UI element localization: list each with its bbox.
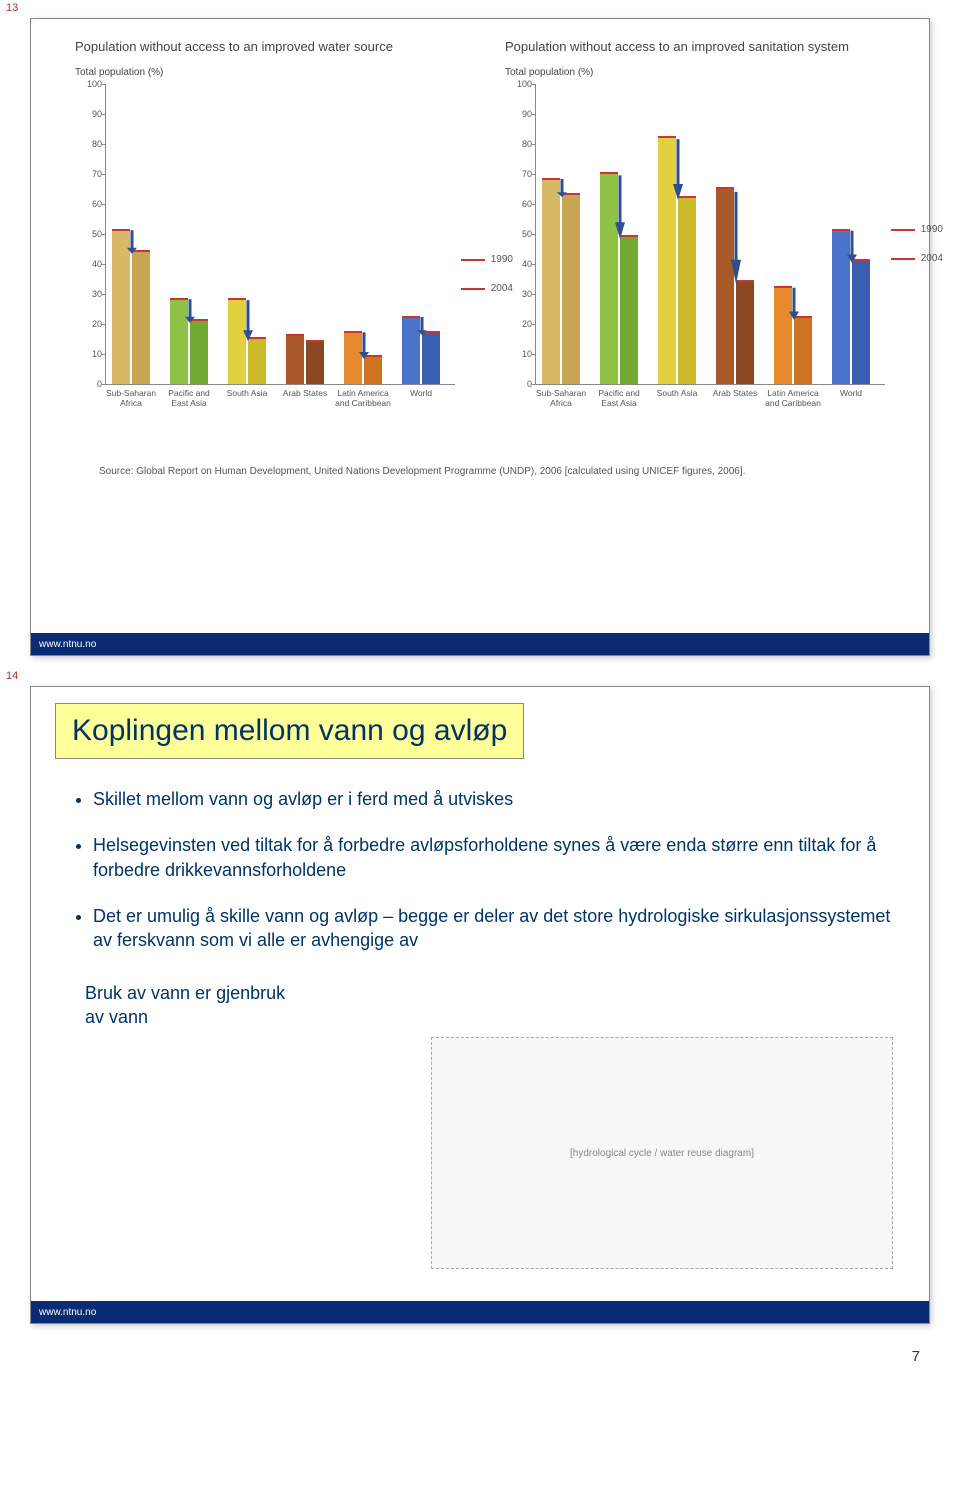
y-tick: 20	[508, 319, 532, 329]
slide-title: Koplingen mellom vann og avløp	[72, 714, 507, 748]
y-tick: 100	[508, 79, 532, 89]
y-tick: 50	[508, 229, 532, 239]
y-tick: 60	[508, 199, 532, 209]
y-tick: 30	[508, 289, 532, 299]
y-tick: 90	[508, 109, 532, 119]
water-cycle-diagram: [hydrological cycle / water reuse diagra…	[431, 1037, 893, 1269]
bullet-list: Skillet mellom vann og avløp er i ferd m…	[69, 787, 895, 952]
change-arrow-icon	[613, 172, 627, 239]
chart-water-source: Population without access to an improved…	[75, 39, 455, 447]
title-box: Koplingen mellom vann og avløp	[55, 703, 524, 759]
y-tick: 10	[78, 349, 102, 359]
bar-2004	[190, 319, 208, 384]
change-arrow-icon	[241, 298, 255, 341]
x-axis-labels: Sub-Saharan AfricaPacific and East AsiaS…	[535, 389, 885, 447]
source-note: Source: Global Report on Human Developme…	[99, 465, 905, 479]
y-tick: 100	[78, 79, 102, 89]
legend-item: 2004	[891, 253, 943, 264]
change-arrow-icon	[671, 136, 685, 200]
bullet-item: Helsegevinsten ved tiltak for å forbedre…	[93, 833, 895, 882]
slide-13: 13 Population without access to an impro…	[0, 18, 960, 656]
bullet-item: Det er umulig å skille vann og avløp – b…	[93, 904, 895, 953]
legend-item: 1990	[461, 254, 513, 265]
y-tick: 90	[78, 109, 102, 119]
slide-14: 14 Koplingen mellom vann og avløp Skille…	[0, 686, 960, 1324]
legend: 1990 2004	[891, 224, 943, 282]
legend-item: 1990	[891, 224, 943, 235]
bar-2004	[678, 196, 696, 384]
x-tick-label: Sub-Saharan Africa	[103, 389, 159, 409]
y-tick: 80	[78, 139, 102, 149]
bar-2004	[132, 250, 150, 384]
x-tick-label: Arab States	[277, 389, 333, 399]
slide-number: 13	[6, 2, 18, 14]
y-axis-title: Total population (%)	[505, 67, 885, 78]
bar-2004	[852, 259, 870, 384]
document-page-number: 7	[0, 1348, 920, 1365]
y-tick: 70	[78, 169, 102, 179]
bar-2004	[794, 316, 812, 384]
change-arrow-icon	[555, 178, 569, 197]
x-tick-label: Latin America and Caribbean	[335, 389, 391, 409]
x-tick-label: World	[393, 389, 449, 399]
change-arrow-icon	[125, 229, 139, 254]
y-tick: 40	[78, 259, 102, 269]
chart-box: 010203040506070809010019902004	[105, 84, 455, 385]
x-tick-label: Arab States	[707, 389, 763, 399]
change-arrow-icon	[183, 298, 197, 323]
bar-2004	[422, 331, 440, 384]
y-tick: 10	[508, 349, 532, 359]
bar-2004	[364, 355, 382, 384]
y-tick: 30	[78, 289, 102, 299]
slide-number: 14	[6, 670, 18, 682]
y-tick: 20	[78, 319, 102, 329]
y-tick: 0	[508, 379, 532, 389]
chart-box: 010203040506070809010019902004	[535, 84, 885, 385]
change-arrow-icon	[357, 331, 371, 359]
change-arrow-icon	[845, 229, 859, 263]
y-tick: 50	[78, 229, 102, 239]
bar-1990	[286, 334, 304, 384]
chart-title: Population without access to an improved…	[505, 39, 885, 55]
x-tick-label: South Asia	[649, 389, 705, 399]
bar-2004	[306, 340, 324, 384]
legend: 1990 2004	[461, 254, 513, 312]
chart-title: Population without access to an improved…	[75, 39, 455, 55]
charts-row: Population without access to an improved…	[55, 39, 905, 447]
y-tick: 70	[508, 169, 532, 179]
change-arrow-icon	[787, 286, 801, 320]
footer-bar: www.ntnu.no	[31, 633, 929, 655]
bar-2004	[736, 280, 754, 384]
y-tick: 80	[508, 139, 532, 149]
bar-2004	[248, 337, 266, 384]
chart-sanitation: Population without access to an improved…	[505, 39, 885, 447]
y-axis-title: Total population (%)	[75, 67, 455, 78]
bar-2004	[562, 193, 580, 384]
sub-statement: Bruk av vann er gjenbruk av vann	[85, 982, 305, 1029]
x-tick-label: Pacific and East Asia	[161, 389, 217, 409]
legend-item: 2004	[461, 283, 513, 294]
bullet-item: Skillet mellom vann og avløp er i ferd m…	[93, 787, 895, 811]
y-tick: 60	[78, 199, 102, 209]
x-tick-label: Latin America and Caribbean	[765, 389, 821, 409]
x-tick-label: Pacific and East Asia	[591, 389, 647, 409]
x-tick-label: World	[823, 389, 879, 399]
bar-2004	[620, 235, 638, 384]
y-tick: 0	[78, 379, 102, 389]
bar-1990	[542, 178, 560, 384]
x-tick-label: Sub-Saharan Africa	[533, 389, 589, 409]
x-axis-labels: Sub-Saharan AfricaPacific and East AsiaS…	[105, 389, 455, 447]
y-tick: 40	[508, 259, 532, 269]
change-arrow-icon	[729, 187, 743, 284]
change-arrow-icon	[415, 316, 429, 335]
x-tick-label: South Asia	[219, 389, 275, 399]
footer-bar: www.ntnu.no	[31, 1301, 929, 1323]
